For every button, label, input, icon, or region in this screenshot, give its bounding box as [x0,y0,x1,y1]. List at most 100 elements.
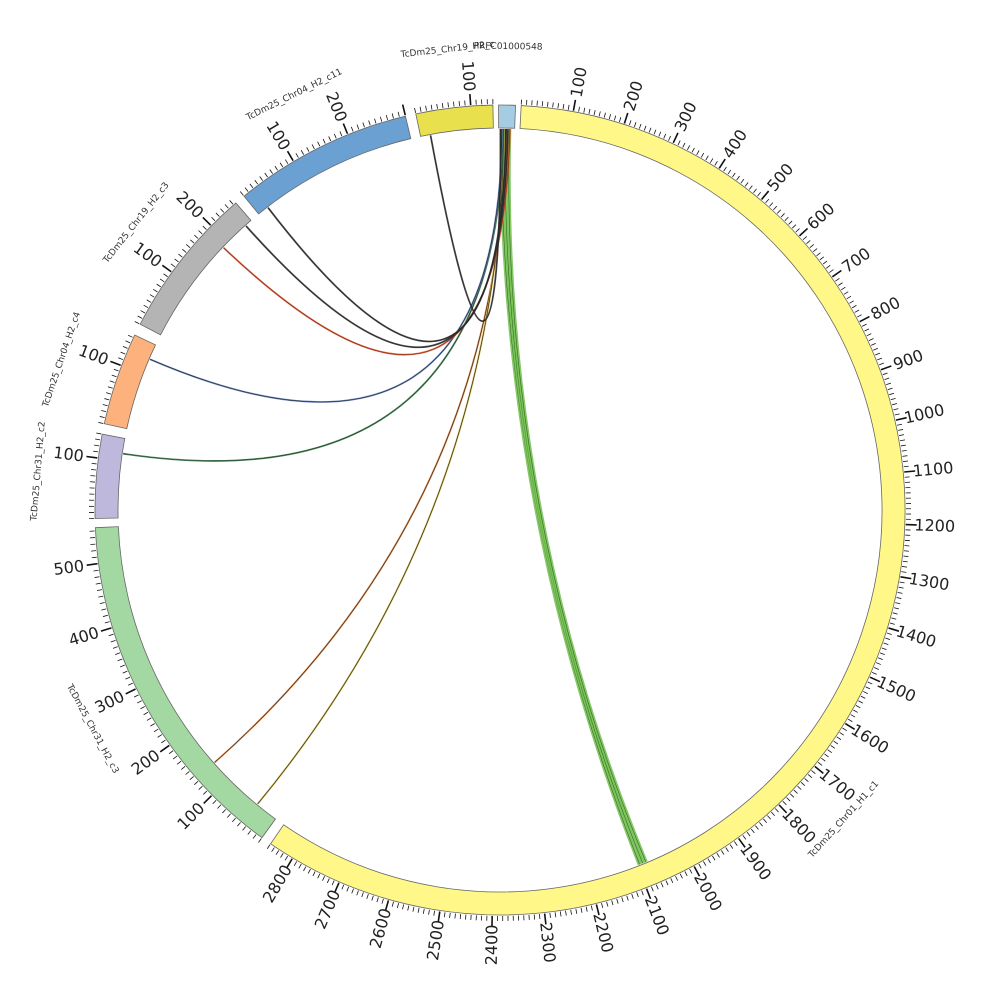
link-outline [223,129,511,355]
minor-tick [91,550,97,552]
major-tick [880,365,892,371]
tick-label: 100 [458,60,479,92]
minor-tick [903,465,909,468]
tick-label: 300 [671,99,701,135]
minor-tick [128,682,133,686]
minor-tick [621,897,624,903]
minor-tick [417,907,420,913]
minor-tick [381,898,384,904]
minor-tick [562,103,565,109]
minor-tick [172,755,178,760]
minor-tick [122,670,128,674]
minor-tick [658,131,662,137]
minor-tick [882,372,888,376]
tick-label: 1500 [874,672,919,706]
minor-tick [198,230,203,235]
minor-tick [331,880,335,886]
tick-label: 100 [262,118,294,154]
minor-tick [825,264,831,269]
minor-tick [559,911,562,917]
tick-label: 2300 [536,921,559,964]
minor-tick [769,202,774,207]
minor-tick [133,694,139,698]
minor-tick [217,804,222,809]
minor-tick [447,102,449,108]
minor-tick [709,158,714,163]
minor-tick [879,652,885,656]
minor-tick [824,753,829,758]
major-tick [760,190,770,200]
minor-tick [839,732,845,736]
minor-tick [284,855,289,861]
minor-tick [788,220,793,225]
minor-tick [608,114,612,120]
minor-tick [891,617,897,620]
minor-tick [892,612,898,615]
minor-tick [836,736,842,740]
minor-tick [830,745,836,749]
minor-tick [350,126,354,132]
minor-tick [843,291,849,295]
minor-tick [254,179,259,185]
minor-tick [598,111,601,117]
minor-tick [809,244,814,248]
link-outline [214,129,507,763]
minor-tick [252,834,257,839]
major-tick [645,888,652,900]
minor-tick [720,850,725,855]
minor-tick [861,323,867,327]
minor-tick [835,277,840,282]
major-tick [159,744,170,753]
minor-tick [638,123,642,129]
major-tick [285,858,293,869]
tick-label: 100 [52,443,85,466]
link-ribbon [503,129,645,865]
minor-tick [633,122,637,128]
minor-tick [306,147,310,152]
tick-label: 1000 [902,400,946,428]
minor-tick [819,256,825,261]
minor-tick [339,131,343,137]
major-tick [693,866,701,877]
minor-tick [687,145,691,151]
minor-tick [122,346,128,349]
minor-tick [729,844,734,849]
minor-tick [136,700,142,704]
minor-tick [368,120,371,126]
minor-tick [900,444,906,447]
minor-tick [629,120,632,126]
segments-layer [94,104,906,916]
major-tick [384,900,390,912]
major-tick [437,911,441,923]
minor-tick [565,910,567,916]
minor-tick [104,398,110,401]
minor-tick [868,338,874,341]
tick-label: 2200 [589,911,617,955]
minor-tick [436,103,438,109]
minor-tick [264,172,268,178]
minor-tick [109,380,115,383]
minor-tick [866,333,872,337]
minor-tick [748,185,753,190]
minor-tick [317,141,321,147]
minor-tick [887,387,893,391]
segment-chr19c [415,104,494,137]
tick-label: 1100 [912,458,954,481]
minor-tick [696,150,700,156]
tick-label: 500 [763,159,797,195]
tick-label: 2400 [482,924,502,965]
minor-tick [198,785,203,790]
minor-tick [300,150,305,155]
minor-tick [860,695,866,699]
tick-label: 1800 [778,805,820,848]
minor-tick [700,152,705,158]
minor-tick [185,771,190,775]
minor-tick [101,410,107,413]
minor-tick [307,868,311,874]
link-outline [245,129,509,348]
minor-tick [176,760,182,765]
minor-tick [271,847,275,852]
minor-tick [682,142,686,148]
minor-tick [295,153,299,158]
major-tick [737,837,746,848]
